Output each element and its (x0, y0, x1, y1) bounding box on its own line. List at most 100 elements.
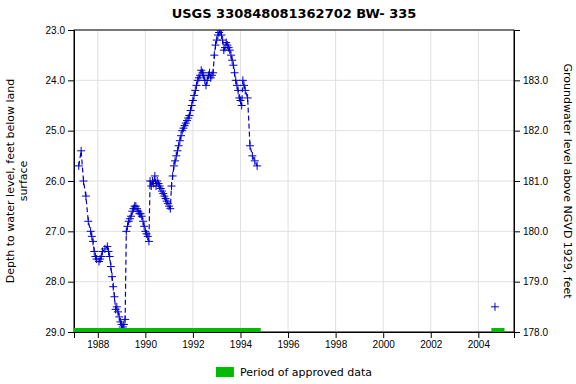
legend-swatch (216, 367, 234, 377)
x-axis-tick: 2004 (468, 332, 491, 350)
y2-axis-tick-label: 182.0 (523, 125, 548, 136)
y-axis-tick-mark (68, 282, 74, 283)
y-axis-tick-label: 28.0 (46, 276, 66, 287)
x-axis-tick-label: 2002 (420, 339, 443, 350)
legend-item: Period of approved data (216, 366, 372, 379)
data-point (120, 320, 128, 328)
data-point (97, 253, 105, 261)
x-axis: 1988 1990 1992 1994 1996 1998 2000 2002 2004 (75, 332, 515, 350)
y-axis-tick-label: 29.0 (46, 327, 66, 338)
data-point (114, 308, 122, 316)
x-axis-tick-label: 2000 (373, 339, 396, 350)
data-layer (74, 30, 504, 332)
x-axis-line (75, 333, 515, 339)
data-point (87, 227, 95, 235)
y2-axis-tick-mark (514, 332, 520, 333)
x-axis-tick-mark (145, 332, 146, 338)
y-axis-tick-mark (68, 231, 74, 232)
data-point (491, 303, 499, 311)
x-axis-tick: 1998 (325, 332, 348, 350)
data-point (177, 132, 185, 140)
x-axis-tick: 2000 (373, 332, 396, 350)
y-axis-tick-mark (68, 332, 74, 333)
y2-axis-tick: 180.0 (514, 226, 548, 237)
data-point (166, 205, 174, 213)
x-axis-tick-label: 1990 (135, 339, 158, 350)
data-point (127, 212, 135, 220)
data-point (232, 76, 240, 84)
series-line (79, 30, 495, 327)
data-point (140, 222, 148, 230)
y-axis-tick: 24.0 (46, 75, 74, 86)
x-axis-tick: 1994 (230, 332, 253, 350)
data-point (171, 157, 179, 165)
data-point (229, 61, 237, 69)
data-point (170, 162, 178, 170)
grid-line-y (74, 181, 514, 182)
x-axis-tick: 1996 (277, 332, 300, 350)
data-point (202, 81, 210, 89)
data-point (246, 142, 254, 150)
y2-axis-tick-label: 180.0 (523, 226, 548, 237)
data-point (168, 182, 176, 190)
data-point (108, 273, 116, 281)
y2-axis-tick-mark (514, 181, 520, 182)
grid-line-y (74, 80, 514, 81)
data-point (173, 147, 181, 155)
data-point (145, 237, 153, 245)
y-axis-tick-label: 25.0 (46, 125, 66, 136)
data-point (253, 162, 261, 170)
y-axis-tick-label: 24.0 (46, 75, 66, 86)
approved-bar (491, 328, 504, 332)
data-point (244, 94, 252, 102)
data-point (89, 237, 97, 245)
data-point (124, 222, 132, 230)
data-point (192, 81, 200, 89)
grid-line-y (74, 281, 514, 282)
data-point (234, 86, 242, 94)
x-axis-tick-label: 1996 (277, 339, 300, 350)
x-axis-tick-mark (383, 332, 384, 338)
y2-axis-tick-mark (514, 282, 520, 283)
chart-container: 1988 1990 1992 1994 1996 1998 2000 2002 2004 23.0… (0, 0, 576, 384)
data-point (90, 247, 98, 255)
data-point (176, 137, 184, 145)
data-point (233, 81, 241, 89)
x-axis-tick: 2002 (420, 332, 443, 350)
y-axis-tick-label: 26.0 (46, 176, 66, 187)
data-point (210, 51, 218, 59)
y2-axis-tick: 179.0 (514, 276, 548, 287)
data-point (109, 283, 117, 291)
x-axis-tick-label: 1992 (182, 339, 205, 350)
x-axis-tick: 1992 (182, 332, 205, 350)
y2-axis-tick-mark (514, 131, 520, 132)
x-axis-tick: 1990 (135, 332, 158, 350)
data-point (241, 86, 249, 94)
data-point (113, 303, 121, 311)
data-point (82, 192, 90, 200)
y2-axis-line (515, 31, 521, 333)
x-axis-tick-mark (193, 332, 194, 338)
chart-svg: 1988 1990 1992 1994 1996 1998 2000 2002 2004 23.0… (0, 0, 576, 384)
data-point (84, 217, 92, 225)
data-point (106, 253, 114, 261)
y2-axis-tick: 183.0 (514, 75, 548, 86)
y-axis-tick-label: 23.0 (46, 25, 66, 36)
data-point (231, 69, 239, 77)
x-axis-tick-label: 2004 (468, 339, 491, 350)
x-axis-tick: 1988 (87, 332, 110, 350)
data-point (169, 172, 177, 180)
x-axis-tick-mark (288, 332, 289, 338)
data-point (187, 107, 195, 115)
y-axis: 23.024.025.026.027.028.029.0 (46, 25, 75, 338)
data-point (216, 30, 224, 34)
y2-axis-title: Groundwater level above NGVD 1929, feet (561, 63, 574, 299)
x-axis-tick-label: 1998 (325, 339, 348, 350)
y-axis-title: Depth to water level, feet below landsur… (4, 79, 30, 284)
y2-axis-tick-label: 181.0 (523, 176, 548, 187)
grid-line-y (74, 130, 514, 131)
data-point (121, 315, 129, 323)
data-point (209, 69, 217, 77)
grid-line-y (74, 231, 514, 232)
data-point (226, 46, 234, 54)
